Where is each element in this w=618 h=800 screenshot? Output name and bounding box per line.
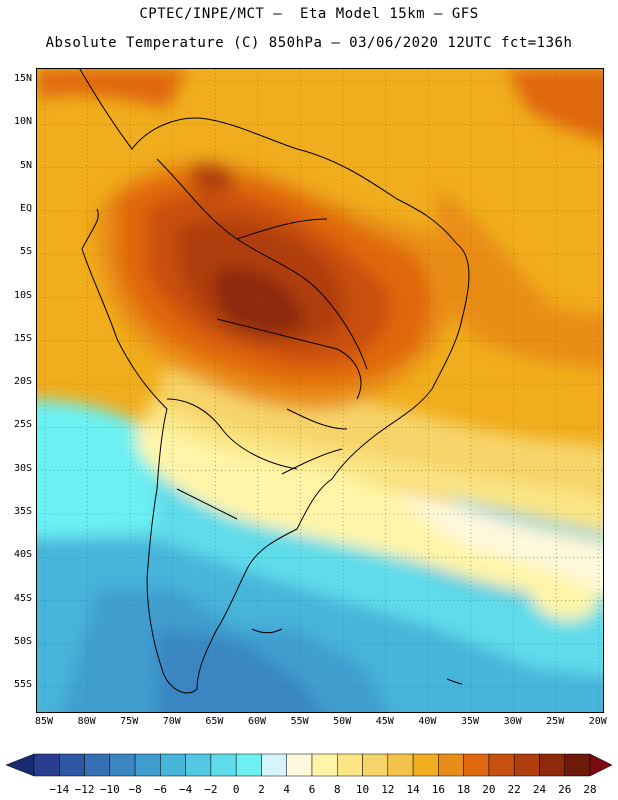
title-line-1: CPTEC/INPE/MCT – Eta Model 15km – GFS <box>139 6 479 22</box>
longitude-label: 50W <box>333 716 352 727</box>
colorbar-swatch <box>59 753 85 777</box>
latitude-label: 50S <box>13 635 32 647</box>
colorbar-tick-label: −2 <box>204 783 218 796</box>
colorbar-swatch <box>387 753 414 777</box>
latitude-label: 5N <box>19 159 32 171</box>
colorbar-tick-label: −4 <box>179 783 193 796</box>
colorbar-swatch <box>84 753 111 777</box>
longitude-label: 85W <box>34 716 54 727</box>
colorbar-swatch <box>311 753 338 777</box>
colorbar-tick-label: 16 <box>431 783 445 796</box>
colorbar-tick-label: 18 <box>457 783 471 796</box>
colorbar-tick-label: −6 <box>153 783 167 796</box>
latitude-label: 25S <box>13 419 32 431</box>
colorbar-swatch <box>463 753 490 777</box>
longitude-label: 80W <box>77 716 96 727</box>
latitude-label: 35S <box>13 506 32 517</box>
latitude-label: 10S <box>13 289 32 301</box>
colorbar-tick-label: 4 <box>283 783 291 796</box>
colorbar-tick-label: −14 <box>49 783 70 796</box>
colorbar-tick-label: 6 <box>308 783 316 796</box>
colorbar-tick-label: −8 <box>128 783 142 796</box>
latitude-label: 10N <box>13 116 32 128</box>
longitude-label: 75W <box>120 716 139 727</box>
colorbar-tick-label: 28 <box>583 783 597 796</box>
colorbar-swatch <box>134 753 161 777</box>
colorbar-tick-label: 8 <box>333 783 341 796</box>
latitude-label: 40S <box>13 549 32 561</box>
longitude-label: 70W <box>162 716 181 727</box>
colorbar-tick-label: 10 <box>355 783 370 796</box>
colorbar-tick-label: 24 <box>532 783 547 796</box>
colorbar-tick-label: 12 <box>381 783 395 796</box>
longitude-label: 35W <box>460 716 480 727</box>
colorbar-swatch <box>539 753 565 777</box>
title-line-2: Absolute Temperature (C) 850hPa – 03/06/… <box>45 35 573 51</box>
colorbar-tick-label: 26 <box>558 783 572 796</box>
map-panel <box>36 68 604 713</box>
colorbar-swatch <box>33 753 60 777</box>
colorbar-swatch <box>235 753 262 777</box>
latitude-label: 5S <box>19 246 32 258</box>
colorbar-tick-label: −12 <box>74 783 95 796</box>
latitude-label: 15N <box>13 73 32 84</box>
colorbar-swatch <box>337 753 363 777</box>
colorbar-swatch <box>210 753 237 777</box>
longitude-label: 60W <box>247 716 267 727</box>
temperature-field <box>37 69 603 712</box>
latitude-label: 20S <box>13 376 32 388</box>
longitude-label: 55W <box>290 716 309 727</box>
latitude-label: EQ <box>19 202 32 214</box>
colorbar-tick-label: 0 <box>232 783 240 796</box>
colorbar-swatch <box>488 753 515 777</box>
colorbar-swatch <box>564 753 591 777</box>
longitude-label: 45W <box>375 716 394 727</box>
colorbar-swatch <box>109 753 136 777</box>
latitude-label: 45S <box>13 592 32 604</box>
longitude-label: 65W <box>205 716 224 727</box>
colorbar-swatch <box>412 753 439 777</box>
colorbar-swatch <box>513 753 540 777</box>
latitude-label: 30S <box>13 462 32 474</box>
colorbar-tick-label: −10 <box>99 783 120 796</box>
latitude-label: 55S <box>13 679 32 691</box>
colorbar-swatch <box>362 753 389 777</box>
colorbar-overflow-arrow <box>589 753 613 777</box>
colorbar-tick-label: 14 <box>406 783 420 796</box>
temperature-map <box>37 69 603 712</box>
colorbar-tick-label: 20 <box>482 783 496 796</box>
longitude-label: 20W <box>588 716 607 727</box>
longitude-label: 25W <box>546 716 565 727</box>
colorbar-swatch <box>160 753 186 777</box>
colorbar-swatch <box>286 753 313 777</box>
longitude-label: 40W <box>418 716 437 727</box>
colorbar-tick-label: 2 <box>258 783 265 796</box>
colorbar-underflow-arrow <box>5 753 35 777</box>
coastlines <box>79 69 470 694</box>
longitude-label: 30W <box>503 716 522 727</box>
latitude-label: 15S <box>13 332 32 344</box>
temperature-colorbar <box>5 753 613 777</box>
colorbar-tick-label: 22 <box>507 783 521 796</box>
colorbar-swatch <box>185 753 212 777</box>
colorbar-swatch <box>438 753 464 777</box>
colorbar-swatch <box>261 753 287 777</box>
